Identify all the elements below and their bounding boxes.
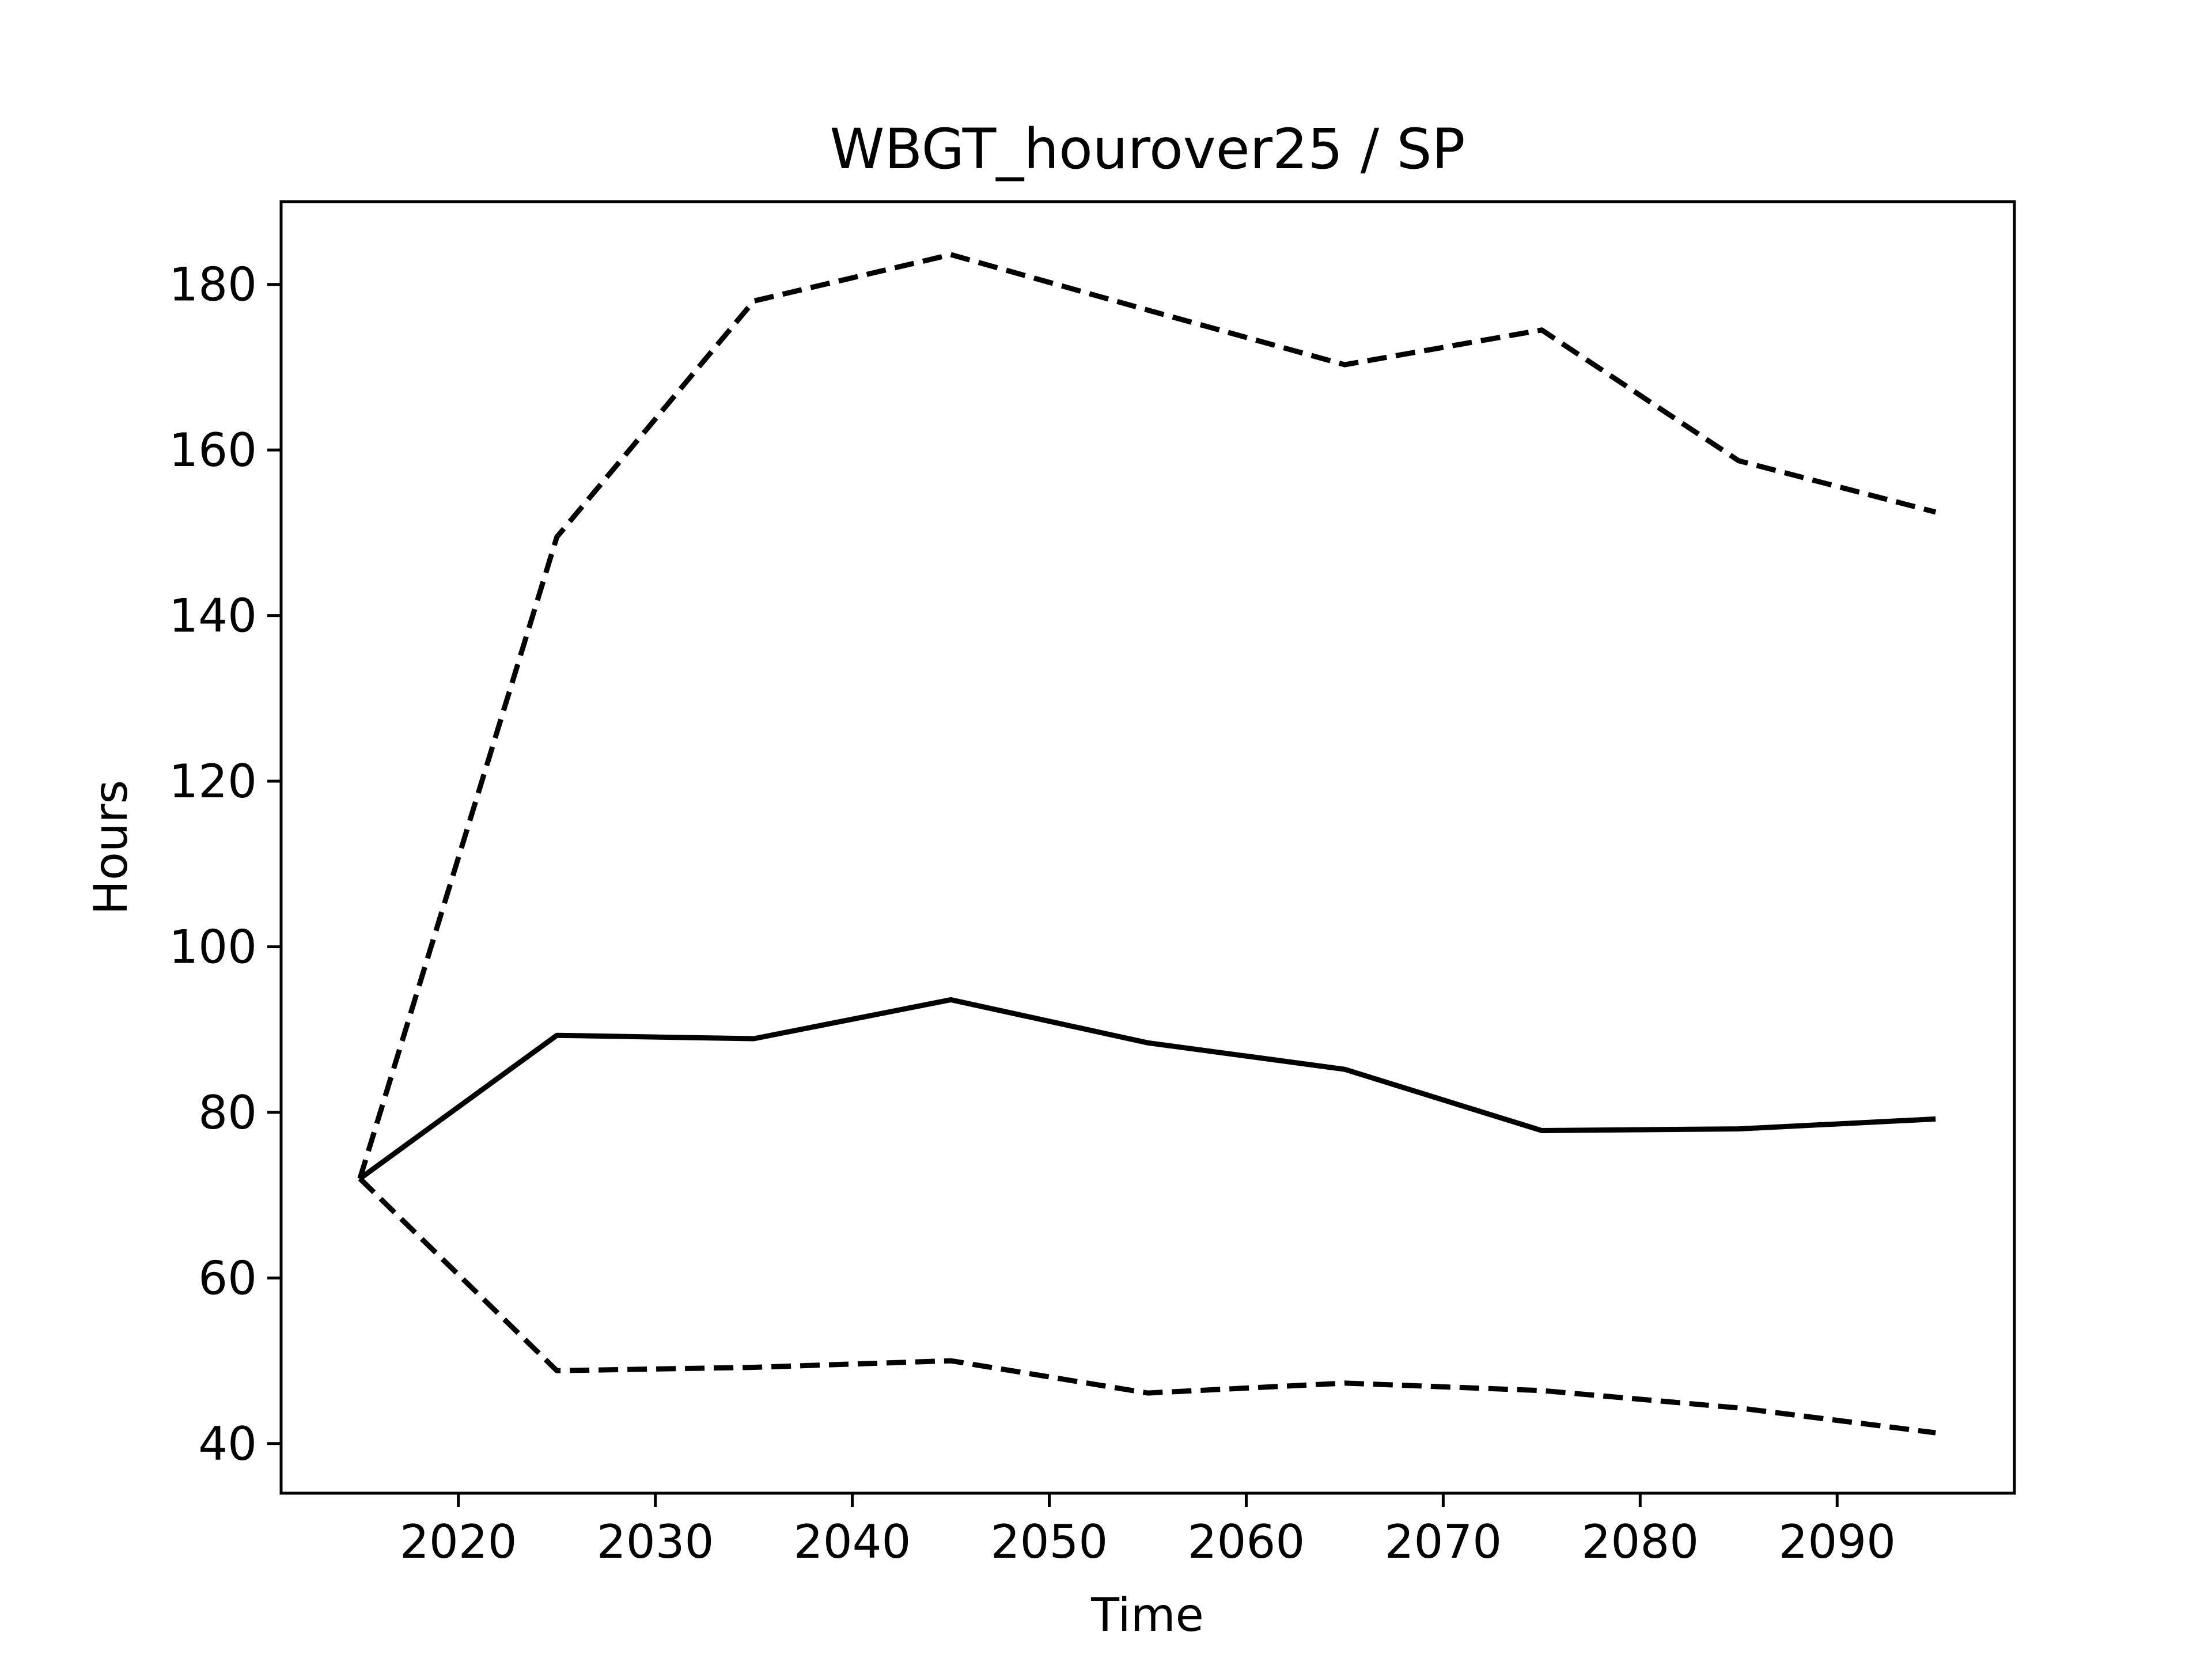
x-axis-label: Time: [1090, 1588, 1204, 1642]
chart-title: WBGT_hourover25 / SP: [830, 117, 1465, 181]
dashed-series-line-2: [357, 252, 1937, 1180]
y-tick-label: 120: [169, 755, 257, 808]
x-tick-label: 2060: [1188, 1515, 1305, 1569]
y-tick-label: 160: [169, 423, 257, 477]
x-tick-label: 2040: [794, 1515, 911, 1569]
x-tick-label: 2050: [991, 1515, 1108, 1569]
plot-area-frame: [279, 200, 2016, 1495]
x-tick-label: 2020: [400, 1515, 517, 1569]
x-tick-label: 2030: [597, 1515, 714, 1569]
y-tick-label: 100: [169, 920, 257, 974]
y-axis-label: Hours: [84, 780, 138, 915]
solid-series-line-1: [358, 997, 1936, 1181]
x-axis-ticks: 2020 2030 2040 2050 2060 2070 2080 2090: [400, 1493, 1896, 1569]
y-tick-label: 40: [198, 1417, 257, 1471]
y-tick-label: 60: [198, 1251, 257, 1305]
series-lines: [357, 252, 1937, 1436]
y-tick-label: 80: [198, 1086, 257, 1139]
x-tick-label: 2080: [1582, 1515, 1699, 1569]
y-tick-label: 180: [169, 258, 257, 312]
x-tick-label: 2070: [1385, 1515, 1502, 1569]
dashed-series-line-3: [358, 1176, 1936, 1436]
y-axis-ticks: 40 60 80 100 120 140 160 180: [169, 258, 281, 1471]
y-tick-label: 140: [169, 589, 257, 643]
x-tick-label: 2090: [1778, 1515, 1896, 1569]
